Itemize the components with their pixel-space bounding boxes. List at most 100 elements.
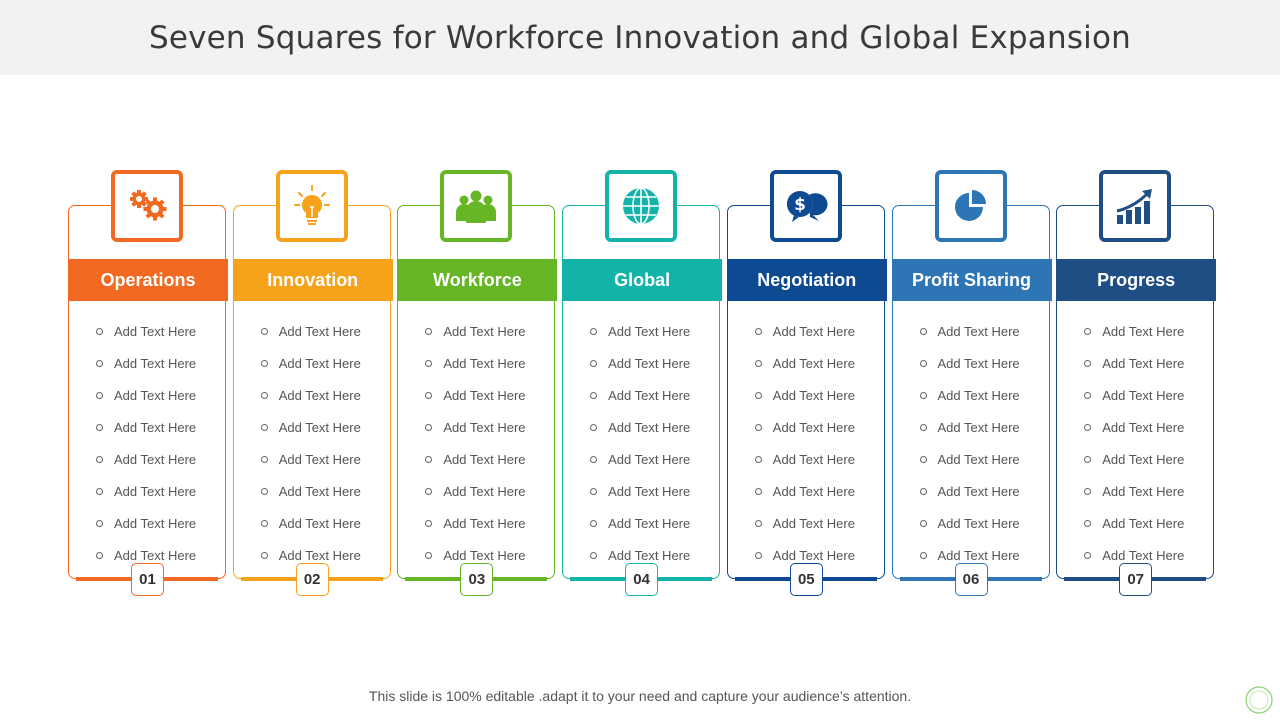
list-item: Add Text Here — [727, 539, 887, 571]
column-negotiation: $ Negotiation Add Text Here Add Text Her… — [726, 170, 887, 600]
list-item-text: Add Text Here — [1102, 355, 1185, 371]
list-item: Add Text Here — [233, 347, 393, 379]
list-item: Add Text Here — [233, 539, 393, 571]
list-item: Add Text Here — [727, 443, 887, 475]
list-item-text: Add Text Here — [772, 547, 855, 563]
column-title: Operations — [100, 269, 196, 290]
list-item-text: Add Text Here — [1102, 483, 1185, 499]
column-header: Innovation — [232, 259, 393, 301]
lightbulb-icon — [293, 185, 330, 225]
list-item-text: Add Text Here — [937, 483, 1020, 499]
growth-chart-icon — [1116, 189, 1153, 224]
column-workforce: Workforce Add Text Here Add Text Here Ad… — [397, 170, 558, 600]
column-number: 06 — [962, 571, 980, 588]
list-item-text: Add Text Here — [443, 323, 526, 339]
list-item-text: Add Text Here — [937, 419, 1020, 435]
list-item-text: Add Text Here — [1102, 515, 1185, 531]
list-item-text: Add Text Here — [772, 419, 855, 435]
list-item-text: Add Text Here — [114, 419, 197, 435]
list-item-text: Add Text Here — [1102, 451, 1185, 467]
list-item-text: Add Text Here — [1102, 547, 1185, 563]
list-item: Add Text Here — [1056, 475, 1216, 507]
list-item: Add Text Here — [233, 411, 393, 443]
list-item: Add Text Here — [68, 475, 228, 507]
bullet-icon — [590, 455, 598, 463]
list-item: Add Text Here — [397, 475, 557, 507]
list-item: Add Text Here — [727, 411, 887, 443]
bullet-icon — [590, 519, 598, 527]
list-item-text: Add Text Here — [443, 515, 526, 531]
icon-box — [275, 170, 348, 242]
bullet-icon — [1084, 519, 1092, 527]
icon-box: $ — [769, 170, 842, 242]
bullet-icon — [590, 487, 598, 495]
bullet-icon — [260, 487, 268, 495]
list-item-text: Add Text Here — [608, 451, 691, 467]
dollar-chat-icon: $ — [786, 191, 828, 222]
bullet-icon — [919, 487, 927, 495]
list-item: Add Text Here — [233, 379, 393, 411]
list-item: Add Text Here — [1056, 411, 1216, 443]
title-bar: Seven Squares for Workforce Innovation a… — [0, 0, 1280, 75]
list-item-text: Add Text Here — [114, 323, 197, 339]
list-item: Add Text Here — [233, 475, 393, 507]
column-header: Workforce — [397, 259, 558, 301]
column-header: Global — [562, 259, 723, 301]
list-item: Add Text Here — [68, 539, 228, 571]
list-item-text: Add Text Here — [278, 355, 361, 371]
list-item-text: Add Text Here — [937, 515, 1020, 531]
bullet-icon — [919, 551, 927, 559]
column-header: Operations — [68, 259, 228, 301]
list-item-text: Add Text Here — [608, 483, 691, 499]
number-badge: 05 — [789, 563, 823, 596]
bullet-icon — [425, 423, 433, 431]
column-number: 07 — [1127, 571, 1145, 588]
item-list: Add Text Here Add Text Here Add Text Her… — [562, 315, 722, 571]
logo-icon — [1245, 686, 1273, 714]
bullet-icon — [96, 519, 103, 527]
list-item-text: Add Text Here — [608, 419, 691, 435]
number-badge: 07 — [1119, 563, 1153, 596]
bullet-icon — [425, 327, 433, 335]
list-item: Add Text Here — [892, 443, 1052, 475]
list-item-text: Add Text Here — [114, 355, 197, 371]
list-item: Add Text Here — [1056, 539, 1216, 571]
list-item-text: Add Text Here — [114, 483, 197, 499]
bullet-icon — [260, 455, 268, 463]
column-global: Global Add Text Here Add Text Here Add T… — [562, 170, 723, 600]
bullet-icon — [425, 487, 433, 495]
list-item-text: Add Text Here — [608, 355, 691, 371]
list-item: Add Text Here — [1056, 507, 1216, 539]
list-item: Add Text Here — [562, 539, 722, 571]
list-item: Add Text Here — [397, 379, 557, 411]
column-title: Global — [614, 269, 671, 290]
list-item-text: Add Text Here — [278, 547, 361, 563]
list-item-text: Add Text Here — [278, 387, 361, 403]
list-item: Add Text Here — [68, 379, 228, 411]
list-item: Add Text Here — [397, 539, 557, 571]
bullet-icon — [1084, 327, 1092, 335]
list-item-text: Add Text Here — [937, 323, 1020, 339]
bullet-icon — [919, 455, 927, 463]
bullet-icon — [260, 423, 268, 431]
column-title: Negotiation — [757, 269, 857, 290]
column-title: Progress — [1097, 269, 1176, 290]
bullet-icon — [425, 391, 433, 399]
list-item-text: Add Text Here — [114, 515, 197, 531]
bullet-icon — [1084, 487, 1092, 495]
list-item-text: Add Text Here — [443, 547, 526, 563]
list-item: Add Text Here — [892, 379, 1052, 411]
list-item: Add Text Here — [68, 315, 228, 347]
list-item-text: Add Text Here — [608, 387, 691, 403]
bullet-icon — [96, 455, 103, 463]
list-item-text: Add Text Here — [772, 515, 855, 531]
column-title: Profit Sharing — [911, 269, 1031, 290]
bullet-icon — [260, 359, 268, 367]
list-item: Add Text Here — [562, 347, 722, 379]
list-item: Add Text Here — [1056, 347, 1216, 379]
bullet-icon — [1084, 391, 1092, 399]
icon-box — [605, 170, 678, 242]
bullet-icon — [96, 391, 103, 399]
bullet-icon — [919, 519, 927, 527]
list-item-text: Add Text Here — [278, 323, 361, 339]
